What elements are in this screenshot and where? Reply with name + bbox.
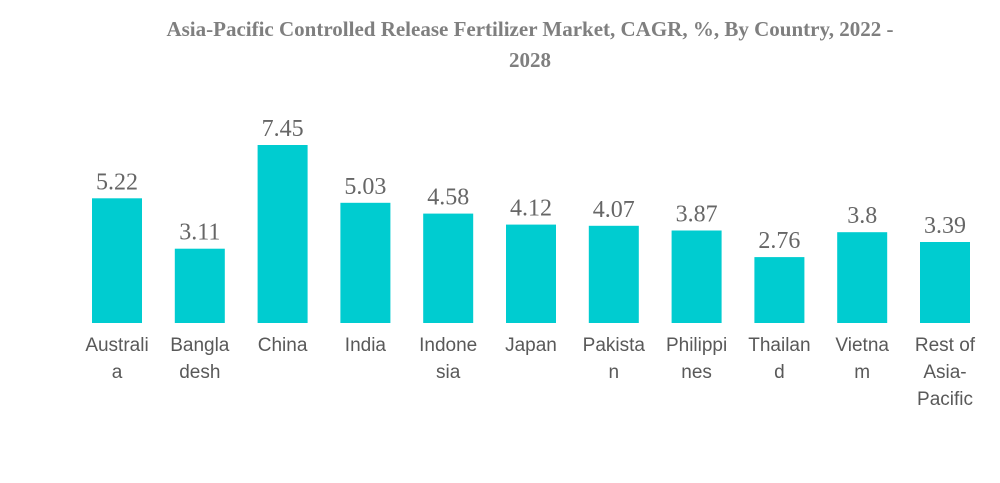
category-label-bangladesh-line-2: desh <box>179 362 220 383</box>
category-label-vietnam-line-1: Vietna <box>835 335 889 356</box>
chart-title-line-1: Asia-Pacific Controlled Release Fertiliz… <box>166 17 894 41</box>
category-label-indonesia-line-1: Indone <box>419 335 477 356</box>
bar-india <box>340 202 391 323</box>
value-label-bangladesh: 3.11 <box>179 220 220 246</box>
bar-philippines <box>671 230 722 323</box>
value-label-indonesia: 4.58 <box>427 185 469 211</box>
value-label-vietnam: 3.8 <box>847 203 877 229</box>
category-label-china: China <box>258 335 308 356</box>
category-label-rest-of-asia-pacific-line-3: Pacific <box>917 389 973 410</box>
bar-indonesia <box>423 213 474 323</box>
chart-title-line-2: 2028 <box>509 48 551 72</box>
category-label-pakistan-line-2: n <box>609 362 620 383</box>
category-label-australia-line-2: a <box>112 362 123 383</box>
bar-australia <box>92 198 142 323</box>
category-label-indonesia-line-2: sia <box>436 362 461 383</box>
value-label-india: 5.03 <box>344 174 386 200</box>
category-label-japan: Japan <box>505 335 557 356</box>
category-label-rest-of-asia-pacific-line-2: Asia- <box>923 362 966 383</box>
value-label-philippines: 3.87 <box>676 202 718 228</box>
bar-thailand <box>754 257 805 323</box>
category-label-rest-of-asia-pacific-line-1: Rest of <box>915 335 976 356</box>
category-label-thailand-line-2: d <box>774 362 785 383</box>
bar-japan <box>506 224 556 323</box>
category-label-philippines-line-2: nes <box>681 362 712 383</box>
category-label-vietnam-line-2: m <box>854 362 870 383</box>
category-labels-group: Australi a Bangla desh China India Indone sia Ja… <box>85 335 975 410</box>
value-label-pakistan: 4.07 <box>593 197 635 223</box>
bar-china <box>257 145 308 323</box>
bar-vietnam <box>837 232 888 323</box>
bar-rest-of-asia-pacific <box>920 242 970 323</box>
bar-pakistan <box>588 225 639 323</box>
category-label-philippines-line-1: Philippi <box>666 335 727 356</box>
value-label-rest-of-asia-pacific: 3.39 <box>924 213 966 239</box>
value-label-australia: 5.22 <box>96 169 138 195</box>
category-label-pakistan-line-1: Pakista <box>583 335 646 356</box>
category-label-bangladesh-line-1: Bangla <box>170 335 230 356</box>
bars-group <box>92 145 970 323</box>
category-label-australia-line-1: Australi <box>85 335 148 356</box>
category-label-thailand-line-1: Thailan <box>748 335 810 356</box>
bar-bangladesh <box>174 248 225 323</box>
value-labels-group: 5.22 3.11 7.45 5.03 4.58 4.12 4.07 3.87 2.76 3.8 3… <box>96 116 966 254</box>
value-label-china: 7.45 <box>262 116 304 142</box>
value-label-thailand: 2.76 <box>758 228 800 254</box>
value-label-japan: 4.12 <box>510 196 552 222</box>
chart-title: Asia-Pacific Controlled Release Fertiliz… <box>60 14 1000 76</box>
category-label-india: India <box>345 335 387 356</box>
